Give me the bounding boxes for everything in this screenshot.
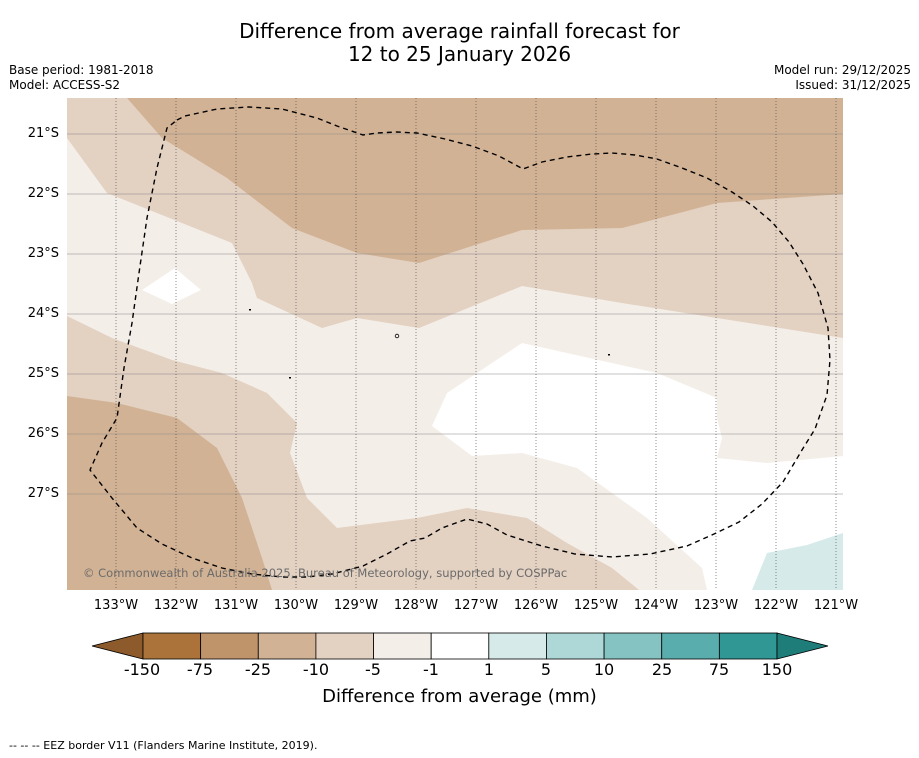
colorbar-cell bbox=[315, 632, 374, 660]
latitude-gridlines bbox=[67, 133, 843, 495]
colorbar-tick-label: 75 bbox=[708, 660, 730, 679]
lat-label: 25°S bbox=[27, 366, 59, 381]
colorbar-tick-label: -25 bbox=[244, 660, 272, 679]
lon-label: 121°W bbox=[813, 598, 859, 613]
colorbar-tick-label: -5 bbox=[365, 660, 381, 679]
colorbar-under-triangle bbox=[91, 632, 144, 660]
base-period-text: Base period: 1981-2018 bbox=[9, 63, 154, 77]
lon-label: 126°W bbox=[513, 598, 559, 613]
island-markers bbox=[249, 309, 610, 379]
lat-label: 21°S bbox=[27, 126, 59, 141]
lat-label: 24°S bbox=[27, 306, 59, 321]
colorbar-tick-label: 5 bbox=[540, 660, 552, 679]
colorbar-cell bbox=[718, 632, 778, 660]
colorbar-cell bbox=[546, 632, 605, 660]
colorbar-cell bbox=[430, 632, 490, 660]
model-text: Model: ACCESS-S2 bbox=[9, 78, 121, 92]
colorbar-cell bbox=[488, 632, 547, 660]
rainfall-map-svg: © Commonwealth of Australia 2025, Bureau… bbox=[67, 98, 843, 590]
colorbar-cell bbox=[257, 632, 317, 660]
lon-label: 124°W bbox=[633, 598, 679, 613]
colorbar-cell bbox=[661, 632, 720, 660]
lon-label: 132°W bbox=[153, 598, 199, 613]
colorbar-tick-label: 150 bbox=[761, 660, 793, 679]
longitude-gridlines bbox=[115, 98, 837, 590]
issued-text: Issued: 31/12/2025 bbox=[795, 78, 911, 92]
lat-label: 27°S bbox=[27, 486, 59, 501]
contour-top-darker-band bbox=[127, 98, 843, 263]
colorbar-over-triangle bbox=[776, 632, 829, 660]
rainfall-map: © Commonwealth of Australia 2025, Bureau… bbox=[67, 98, 843, 590]
lon-label: 127°W bbox=[453, 598, 499, 613]
lon-label: 129°W bbox=[333, 598, 379, 613]
lon-label: 125°W bbox=[573, 598, 619, 613]
chart-title-line2: 12 to 25 January 2026 bbox=[347, 42, 572, 66]
lon-label: 128°W bbox=[393, 598, 439, 613]
chart-title-line1: Difference from average rainfall forecas… bbox=[239, 19, 680, 43]
lon-label: 131°W bbox=[213, 598, 259, 613]
lat-label: 22°S bbox=[27, 186, 59, 201]
lat-label: 26°S bbox=[27, 426, 59, 441]
lat-label: 23°S bbox=[27, 246, 59, 261]
eez-border-legend: -- -- -- EEZ border V11 (Flanders Marine… bbox=[9, 739, 318, 752]
colorbar-tick-label: 25 bbox=[651, 660, 673, 679]
colorbar-tick-label: -10 bbox=[302, 660, 330, 679]
colorbar-cell bbox=[200, 632, 259, 660]
colorbar-cell bbox=[603, 632, 663, 660]
colorbar-tick-label: -150 bbox=[123, 660, 161, 679]
colorbar-tick-label: -1 bbox=[423, 660, 439, 679]
contour-top-left-corner bbox=[67, 98, 152, 133]
contour-neutral-region bbox=[432, 343, 843, 590]
lon-label: 133°W bbox=[93, 598, 139, 613]
colorbar-tick-label: -75 bbox=[186, 660, 214, 679]
colorbar-title: Difference from average (mm) bbox=[322, 686, 597, 707]
colorbar-cell bbox=[373, 632, 432, 660]
colorbar-tick-label: 10 bbox=[593, 660, 615, 679]
contour-lower-left-dark bbox=[67, 396, 272, 590]
lon-label: 130°W bbox=[273, 598, 319, 613]
contour-wetter-region bbox=[752, 533, 843, 590]
eez-border-line bbox=[89, 106, 831, 578]
model-run-text: Model run: 29/12/2025 bbox=[773, 63, 911, 77]
colorbar-cell bbox=[142, 632, 202, 660]
colorbar-tick-label: 1 bbox=[483, 660, 495, 679]
copyright-text: © Commonwealth of Australia 2025, Bureau… bbox=[83, 566, 567, 580]
lon-label: 123°W bbox=[693, 598, 739, 613]
contour-neutral-island bbox=[142, 268, 201, 304]
lon-label: 122°W bbox=[753, 598, 799, 613]
colorbar bbox=[91, 632, 829, 660]
